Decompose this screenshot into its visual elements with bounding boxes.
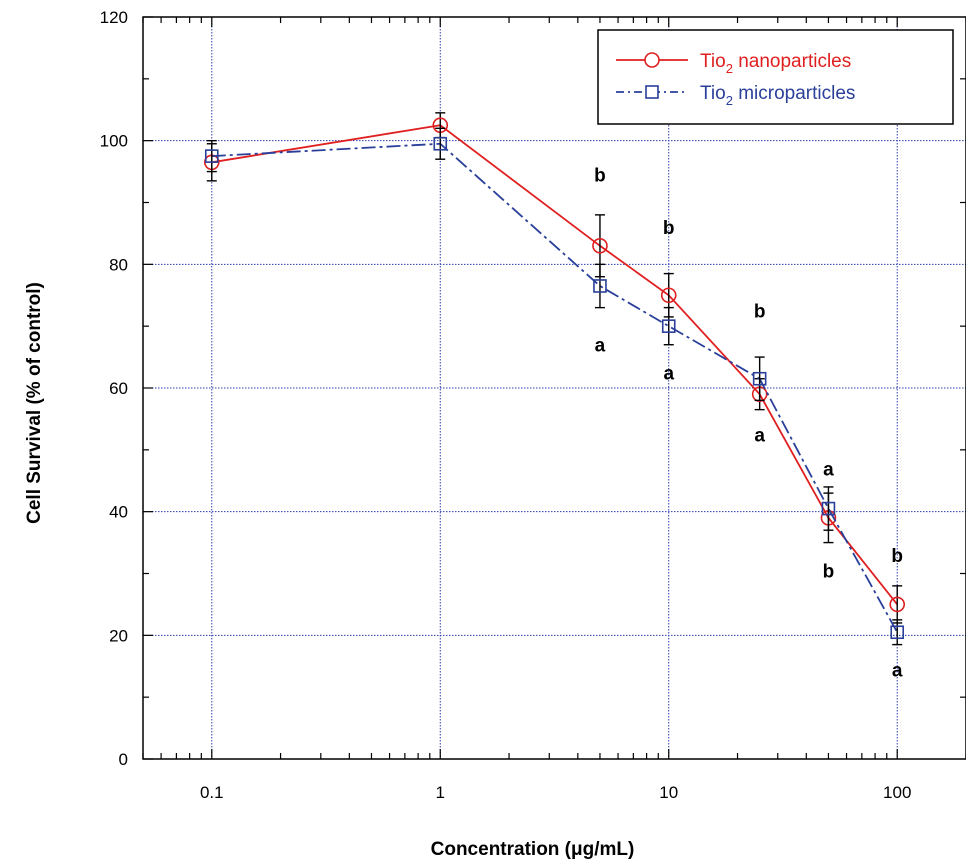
error-bar <box>754 356 765 402</box>
significance-label: b <box>754 302 766 323</box>
error-bar <box>435 127 446 160</box>
error-bar <box>663 306 674 346</box>
legend-entry: Tio2 microparticles <box>616 83 855 108</box>
legend-marker <box>644 52 660 68</box>
series <box>203 112 906 646</box>
series-0 <box>203 112 906 624</box>
error-bar <box>823 486 834 531</box>
error-bar <box>594 263 605 309</box>
y-tick-label: 100 <box>100 132 128 151</box>
significance-label: a <box>892 660 903 681</box>
y-tick-label: 60 <box>109 379 128 398</box>
y-tick-label: 120 <box>100 8 128 27</box>
significance-annotations: b a b a b a a b b a <box>594 166 903 682</box>
data-point <box>752 371 767 386</box>
legend-entry: Tio2 nanoparticles <box>616 51 851 76</box>
data-point <box>661 319 676 333</box>
data-point <box>204 149 219 163</box>
x-tick-label: 10 <box>659 783 678 802</box>
data-point <box>889 596 906 613</box>
y-tick-label: 20 <box>109 626 128 645</box>
significance-label: b <box>891 546 903 567</box>
y-axis-title: Cell Survival (% of control) <box>24 282 45 524</box>
series-line <box>211 124 898 605</box>
x-axis-title: Concentration (μg/mL) <box>431 839 635 860</box>
data-point <box>593 279 607 293</box>
data-point <box>433 136 448 151</box>
significance-label: a <box>823 459 834 480</box>
data-point <box>660 287 677 304</box>
series-1 <box>204 127 905 646</box>
significance-label: a <box>663 364 674 385</box>
error-bar <box>892 585 903 624</box>
significance-label: a <box>754 425 765 446</box>
data-point <box>821 501 836 516</box>
x-tick-label: 1 <box>436 783 445 802</box>
significance-label: b <box>594 166 606 187</box>
significance-label: a <box>595 336 606 357</box>
data-point <box>592 237 608 254</box>
x-axis-ticks: 0.1 1 10 100 <box>200 783 911 802</box>
significance-label: b <box>663 218 675 239</box>
y-tick-label: 0 <box>119 750 128 769</box>
y-axis-ticks: 0 20 40 60 80 100 120 <box>100 8 153 769</box>
data-point <box>890 625 905 640</box>
error-bar <box>206 139 217 173</box>
y-tick-label: 40 <box>109 503 128 522</box>
x-tick-label: 100 <box>883 783 911 802</box>
significance-label: b <box>823 561 835 582</box>
legend-label: Tio2 nanoparticles <box>700 51 851 76</box>
x-tick-label: 0.1 <box>200 783 224 802</box>
legend-box <box>597 29 954 125</box>
legend-marker <box>645 85 659 99</box>
y-tick-label: 80 <box>109 255 128 274</box>
legend-label: Tio2 microparticles <box>700 83 855 108</box>
grid <box>143 16 966 759</box>
error-bar <box>892 619 903 646</box>
legend: Tio2 nanoparticles Tio2 microparticles <box>597 29 954 125</box>
